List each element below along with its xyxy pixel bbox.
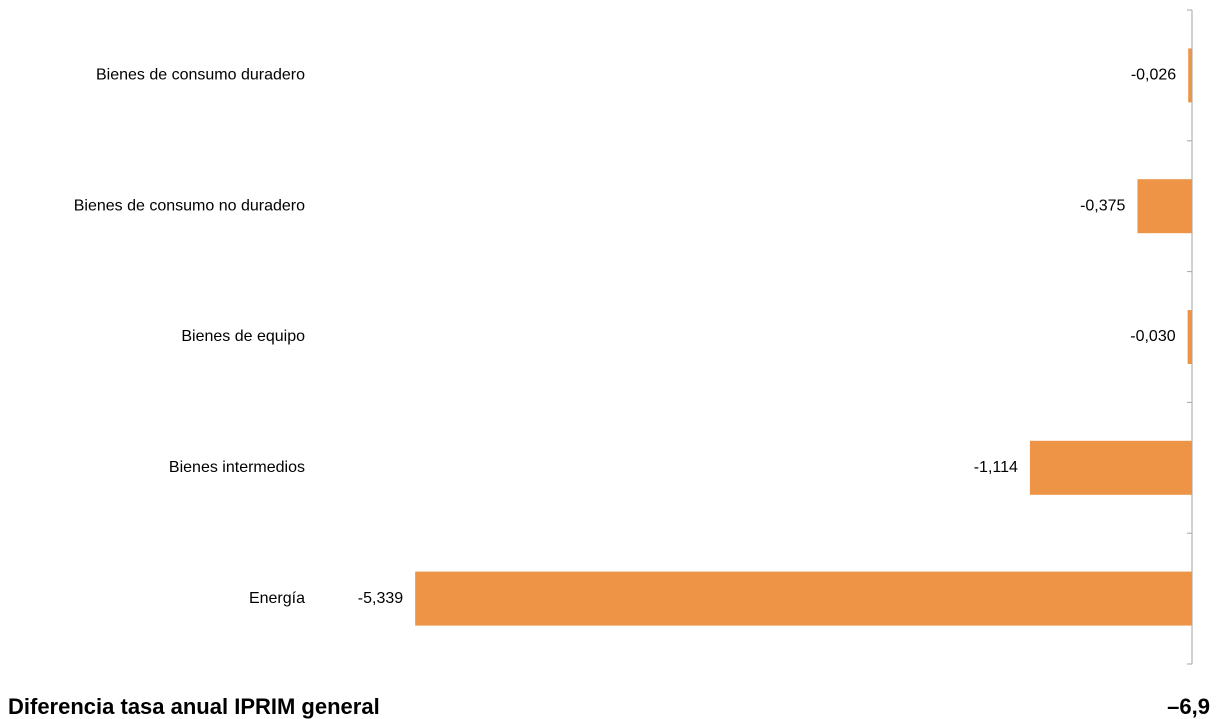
data-label: -0,030 — [1130, 328, 1175, 345]
data-label: -5,339 — [358, 590, 403, 607]
category-label: Bienes de consumo duradero — [96, 67, 305, 84]
value-axis — [1187, 9, 1193, 665]
bar — [1029, 440, 1192, 495]
category-label: Energía — [249, 590, 305, 607]
bar-chart: Bienes de consumo duradero -0,026 Bienes d… — [74, 9, 1193, 665]
data-label: -0,375 — [1080, 197, 1125, 214]
bar — [1187, 310, 1192, 364]
data-label: -1,114 — [974, 459, 1018, 476]
category-label: Bienes de equipo — [181, 328, 305, 345]
bar — [1188, 48, 1192, 103]
footer-total: –6,9 — [1167, 694, 1210, 719]
data-label: -0,026 — [1131, 67, 1176, 84]
bar — [1137, 179, 1192, 234]
footer: Diferencia tasa anual IPRIM general –6,9 — [8, 694, 1210, 719]
category-label: Bienes de consumo no duradero — [74, 197, 305, 214]
bars-group: Bienes de consumo duradero -0,026 Bienes d… — [74, 48, 1192, 626]
footer-label: Diferencia tasa anual IPRIM general — [8, 694, 380, 719]
category-label: Bienes intermedios — [169, 459, 305, 476]
bar — [415, 571, 1192, 626]
